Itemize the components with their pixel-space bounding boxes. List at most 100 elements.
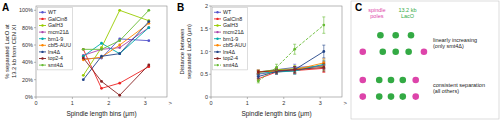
x-tick bbox=[145, 97, 146, 99]
error-stem bbox=[323, 17, 324, 33]
schematic-dot bbox=[388, 93, 395, 100]
point bbox=[257, 71, 260, 74]
x-tick bbox=[320, 97, 321, 99]
error-cap bbox=[322, 16, 325, 17]
x-tick bbox=[283, 97, 284, 99]
x-axis-label: Spindle length bins (μm) bbox=[66, 110, 136, 118]
point bbox=[118, 46, 121, 49]
series-line bbox=[83, 10, 149, 49]
point bbox=[293, 68, 296, 71]
series-line bbox=[83, 49, 149, 88]
error-stem bbox=[294, 67, 295, 73]
error-cap bbox=[275, 74, 278, 75]
error-cap bbox=[257, 74, 260, 75]
y-tick-label: 20% bbox=[22, 77, 33, 83]
point bbox=[257, 71, 260, 74]
legend: WTGalCin8GalH3mcm21Δbrn1-9cbf5-AUUlrs4Δt… bbox=[213, 8, 248, 70]
legend-label: lrs4Δ bbox=[223, 49, 236, 55]
point bbox=[257, 80, 260, 83]
error-cap bbox=[293, 64, 296, 65]
legend-marker bbox=[41, 38, 43, 40]
series-line bbox=[258, 25, 324, 81]
error-stem bbox=[276, 70, 277, 75]
error-bar bbox=[275, 70, 278, 75]
error-cap bbox=[257, 79, 260, 80]
legend-swatch bbox=[39, 25, 46, 26]
y-axis-label: Distance betweenseparated LacO (μm) bbox=[179, 24, 192, 79]
point bbox=[147, 39, 150, 42]
error-stem bbox=[294, 67, 295, 73]
text-line: LacO bbox=[401, 13, 415, 19]
legend-marker bbox=[41, 44, 43, 46]
y-tick-label: 1.5 bbox=[200, 26, 208, 32]
error-bar bbox=[322, 63, 325, 71]
error-stem bbox=[294, 66, 295, 72]
diagram-note: linearly increasing(only smt4Δ) bbox=[433, 37, 477, 50]
y-tick bbox=[34, 27, 36, 28]
schematic-dot bbox=[399, 93, 406, 100]
error-stem bbox=[258, 70, 259, 74]
y-tick bbox=[34, 79, 36, 80]
y-axis-label: % separated LacO at13.2 kb from CEN XI bbox=[4, 24, 17, 79]
error-stem bbox=[258, 79, 259, 83]
error-cap bbox=[275, 74, 278, 75]
point bbox=[257, 75, 260, 78]
legend-swatch bbox=[39, 32, 46, 33]
error-stem bbox=[258, 70, 259, 74]
error-stem bbox=[294, 67, 295, 73]
legend-marker bbox=[216, 44, 218, 46]
error-bar bbox=[322, 17, 325, 33]
schematic-dot bbox=[421, 48, 428, 55]
error-bar bbox=[322, 45, 325, 58]
error-cap bbox=[322, 57, 325, 58]
plot-frame bbox=[211, 6, 342, 97]
error-cap bbox=[257, 70, 260, 71]
schematic-dot bbox=[392, 32, 399, 39]
legend-swatch bbox=[214, 32, 221, 33]
error-cap bbox=[257, 73, 260, 74]
point bbox=[147, 64, 150, 67]
error-bar bbox=[293, 67, 296, 73]
schematic-dot bbox=[379, 48, 386, 55]
point bbox=[322, 66, 325, 69]
error-stem bbox=[294, 44, 295, 54]
x-tick-label: 2 bbox=[107, 100, 110, 106]
point bbox=[100, 87, 103, 90]
error-stem bbox=[323, 45, 324, 58]
schematic-dot bbox=[359, 48, 366, 55]
error-bar bbox=[293, 67, 296, 73]
schematic-dot bbox=[392, 48, 399, 55]
error-cap bbox=[322, 71, 325, 72]
schematic-dot bbox=[408, 32, 415, 39]
legend-marker bbox=[216, 31, 218, 33]
legend-marker bbox=[41, 24, 43, 26]
error-bar bbox=[257, 70, 260, 74]
error-cap bbox=[257, 78, 260, 79]
point bbox=[322, 50, 325, 53]
schematic-dot bbox=[376, 77, 383, 84]
y-tick-label: 0.5 bbox=[200, 71, 208, 77]
error-cap bbox=[293, 66, 296, 67]
schematic-dot bbox=[412, 93, 419, 100]
legend-label: WT bbox=[48, 9, 57, 15]
error-bar bbox=[293, 44, 296, 54]
legend-label: brn1-9 bbox=[223, 36, 238, 42]
legend-marker bbox=[216, 11, 218, 13]
text-line: 13.2 kb bbox=[398, 7, 416, 13]
point bbox=[275, 66, 278, 69]
point bbox=[82, 74, 85, 77]
y-tick-label: 80% bbox=[22, 25, 33, 31]
legend-label: cbf5-AUU bbox=[223, 42, 246, 48]
legend-marker bbox=[216, 24, 218, 26]
legend-swatch bbox=[214, 38, 221, 39]
x-tick-label: 0 bbox=[209, 100, 212, 106]
y-tick-label: 40% bbox=[22, 59, 33, 65]
legend-marker bbox=[41, 31, 43, 33]
point bbox=[100, 80, 103, 83]
error-cap bbox=[257, 82, 260, 83]
schematic-dot bbox=[359, 77, 366, 84]
legend-marker bbox=[41, 11, 43, 13]
point bbox=[100, 48, 103, 51]
error-bar bbox=[322, 64, 325, 72]
x-tick bbox=[108, 97, 109, 99]
